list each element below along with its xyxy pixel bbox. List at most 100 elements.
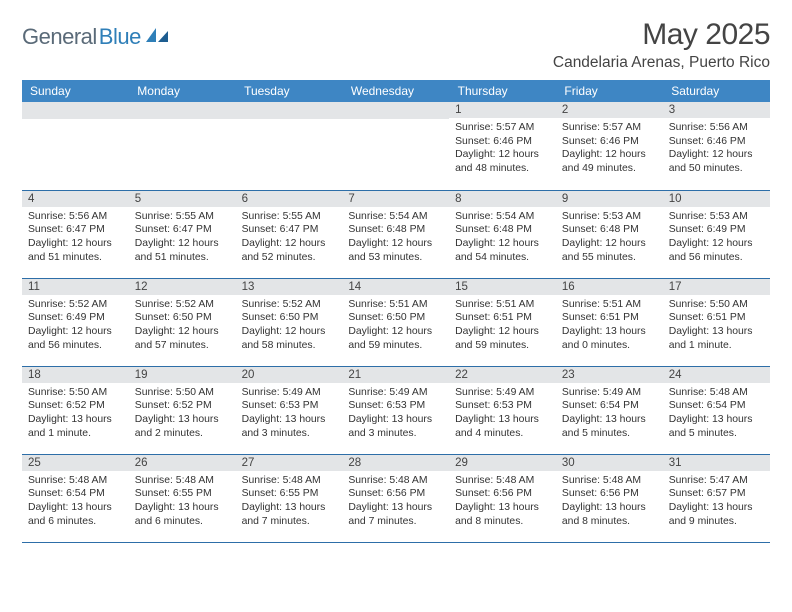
day-data: Sunrise: 5:54 AMSunset: 6:48 PMDaylight:… (449, 207, 556, 269)
month-title: May 2025 (553, 18, 770, 52)
day-number: 23 (556, 367, 663, 383)
calendar-cell: 5Sunrise: 5:55 AMSunset: 6:47 PMDaylight… (129, 190, 236, 278)
calendar-cell: 22Sunrise: 5:49 AMSunset: 6:53 PMDayligh… (449, 366, 556, 454)
day-data: Sunrise: 5:57 AMSunset: 6:46 PMDaylight:… (449, 118, 556, 180)
day-number: 16 (556, 279, 663, 295)
day-data: Sunrise: 5:51 AMSunset: 6:51 PMDaylight:… (556, 295, 663, 357)
day-number (236, 102, 343, 119)
day-data: Sunrise: 5:48 AMSunset: 6:54 PMDaylight:… (22, 471, 129, 533)
day-number: 25 (22, 455, 129, 471)
weekday-header: Wednesday (342, 80, 449, 102)
calendar-cell: 29Sunrise: 5:48 AMSunset: 6:56 PMDayligh… (449, 454, 556, 542)
day-number: 9 (556, 191, 663, 207)
calendar-cell (342, 102, 449, 190)
day-data: Sunrise: 5:55 AMSunset: 6:47 PMDaylight:… (129, 207, 236, 269)
calendar-cell: 7Sunrise: 5:54 AMSunset: 6:48 PMDaylight… (342, 190, 449, 278)
calendar-cell: 2Sunrise: 5:57 AMSunset: 6:46 PMDaylight… (556, 102, 663, 190)
calendar-cell: 10Sunrise: 5:53 AMSunset: 6:49 PMDayligh… (663, 190, 770, 278)
day-number: 17 (663, 279, 770, 295)
day-number: 29 (449, 455, 556, 471)
calendar-wrap: SundayMondayTuesdayWednesdayThursdayFrid… (22, 80, 770, 543)
day-number (22, 102, 129, 119)
calendar-cell: 26Sunrise: 5:48 AMSunset: 6:55 PMDayligh… (129, 454, 236, 542)
day-data: Sunrise: 5:48 AMSunset: 6:54 PMDaylight:… (663, 383, 770, 445)
day-data: Sunrise: 5:49 AMSunset: 6:53 PMDaylight:… (449, 383, 556, 445)
calendar-cell: 31Sunrise: 5:47 AMSunset: 6:57 PMDayligh… (663, 454, 770, 542)
day-number: 14 (342, 279, 449, 295)
weekday-header: Saturday (663, 80, 770, 102)
day-number: 24 (663, 367, 770, 383)
calendar-cell: 6Sunrise: 5:55 AMSunset: 6:47 PMDaylight… (236, 190, 343, 278)
day-number: 12 (129, 279, 236, 295)
calendar-cell: 27Sunrise: 5:48 AMSunset: 6:55 PMDayligh… (236, 454, 343, 542)
day-number: 11 (22, 279, 129, 295)
day-number: 4 (22, 191, 129, 207)
day-data: Sunrise: 5:55 AMSunset: 6:47 PMDaylight:… (236, 207, 343, 269)
weekday-header: Thursday (449, 80, 556, 102)
day-number (342, 102, 449, 119)
day-number: 20 (236, 367, 343, 383)
calendar-week-row: 25Sunrise: 5:48 AMSunset: 6:54 PMDayligh… (22, 454, 770, 542)
day-data: Sunrise: 5:57 AMSunset: 6:46 PMDaylight:… (556, 118, 663, 180)
calendar-cell: 8Sunrise: 5:54 AMSunset: 6:48 PMDaylight… (449, 190, 556, 278)
day-data: Sunrise: 5:56 AMSunset: 6:46 PMDaylight:… (663, 118, 770, 180)
day-data: Sunrise: 5:48 AMSunset: 6:56 PMDaylight:… (449, 471, 556, 533)
day-data: Sunrise: 5:50 AMSunset: 6:51 PMDaylight:… (663, 295, 770, 357)
brand-sail-icon (146, 28, 168, 49)
day-number (129, 102, 236, 119)
day-number: 28 (342, 455, 449, 471)
day-data: Sunrise: 5:51 AMSunset: 6:50 PMDaylight:… (342, 295, 449, 357)
day-number: 30 (556, 455, 663, 471)
day-number: 3 (663, 102, 770, 118)
calendar-cell: 15Sunrise: 5:51 AMSunset: 6:51 PMDayligh… (449, 278, 556, 366)
weekday-header: Sunday (22, 80, 129, 102)
day-data: Sunrise: 5:52 AMSunset: 6:50 PMDaylight:… (236, 295, 343, 357)
day-number: 31 (663, 455, 770, 471)
calendar-cell: 30Sunrise: 5:48 AMSunset: 6:56 PMDayligh… (556, 454, 663, 542)
day-data: Sunrise: 5:47 AMSunset: 6:57 PMDaylight:… (663, 471, 770, 533)
day-number: 2 (556, 102, 663, 118)
day-number: 10 (663, 191, 770, 207)
calendar-cell: 1Sunrise: 5:57 AMSunset: 6:46 PMDaylight… (449, 102, 556, 190)
day-number: 22 (449, 367, 556, 383)
day-data: Sunrise: 5:52 AMSunset: 6:49 PMDaylight:… (22, 295, 129, 357)
calendar-cell: 20Sunrise: 5:49 AMSunset: 6:53 PMDayligh… (236, 366, 343, 454)
calendar-cell: 21Sunrise: 5:49 AMSunset: 6:53 PMDayligh… (342, 366, 449, 454)
calendar-cell (22, 102, 129, 190)
day-number: 5 (129, 191, 236, 207)
calendar-cell (236, 102, 343, 190)
calendar-cell: 17Sunrise: 5:50 AMSunset: 6:51 PMDayligh… (663, 278, 770, 366)
calendar-header-row: SundayMondayTuesdayWednesdayThursdayFrid… (22, 80, 770, 102)
day-data: Sunrise: 5:50 AMSunset: 6:52 PMDaylight:… (129, 383, 236, 445)
weekday-header: Tuesday (236, 80, 343, 102)
day-number: 15 (449, 279, 556, 295)
calendar-cell: 12Sunrise: 5:52 AMSunset: 6:50 PMDayligh… (129, 278, 236, 366)
day-data: Sunrise: 5:53 AMSunset: 6:48 PMDaylight:… (556, 207, 663, 269)
calendar-cell: 16Sunrise: 5:51 AMSunset: 6:51 PMDayligh… (556, 278, 663, 366)
day-data: Sunrise: 5:48 AMSunset: 6:55 PMDaylight:… (236, 471, 343, 533)
calendar-cell: 23Sunrise: 5:49 AMSunset: 6:54 PMDayligh… (556, 366, 663, 454)
calendar-cell: 25Sunrise: 5:48 AMSunset: 6:54 PMDayligh… (22, 454, 129, 542)
day-number: 1 (449, 102, 556, 118)
day-number: 8 (449, 191, 556, 207)
day-data: Sunrise: 5:48 AMSunset: 6:56 PMDaylight:… (342, 471, 449, 533)
weekday-header: Friday (556, 80, 663, 102)
day-data: Sunrise: 5:48 AMSunset: 6:56 PMDaylight:… (556, 471, 663, 533)
calendar-week-row: 18Sunrise: 5:50 AMSunset: 6:52 PMDayligh… (22, 366, 770, 454)
day-number: 7 (342, 191, 449, 207)
day-number: 6 (236, 191, 343, 207)
calendar-week-row: 11Sunrise: 5:52 AMSunset: 6:49 PMDayligh… (22, 278, 770, 366)
weekday-header: Monday (129, 80, 236, 102)
title-block: May 2025 Candelaria Arenas, Puerto Rico (553, 18, 770, 72)
day-data: Sunrise: 5:48 AMSunset: 6:55 PMDaylight:… (129, 471, 236, 533)
day-data: Sunrise: 5:56 AMSunset: 6:47 PMDaylight:… (22, 207, 129, 269)
calendar-cell: 14Sunrise: 5:51 AMSunset: 6:50 PMDayligh… (342, 278, 449, 366)
day-number: 21 (342, 367, 449, 383)
calendar-cell: 4Sunrise: 5:56 AMSunset: 6:47 PMDaylight… (22, 190, 129, 278)
day-number: 26 (129, 455, 236, 471)
day-data: Sunrise: 5:54 AMSunset: 6:48 PMDaylight:… (342, 207, 449, 269)
day-number: 13 (236, 279, 343, 295)
brand-name-1: General (22, 24, 97, 50)
day-data: Sunrise: 5:49 AMSunset: 6:53 PMDaylight:… (342, 383, 449, 445)
calendar-cell: 13Sunrise: 5:52 AMSunset: 6:50 PMDayligh… (236, 278, 343, 366)
